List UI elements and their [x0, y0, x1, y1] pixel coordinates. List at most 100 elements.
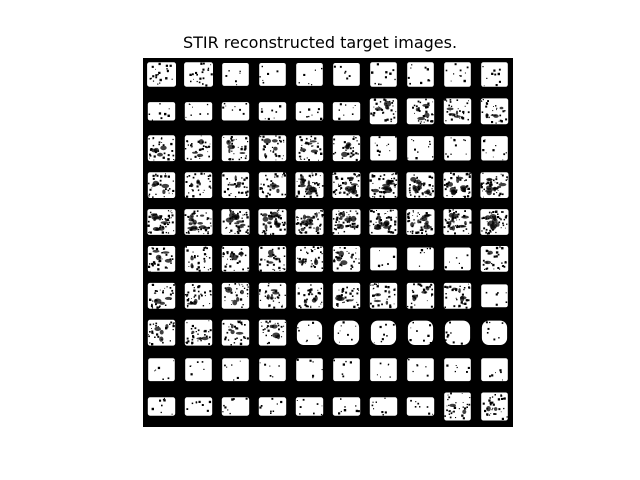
reconstruction-tile: [295, 172, 324, 198]
reconstruction-tile: [258, 172, 287, 198]
reconstruction-tile: [147, 135, 176, 162]
reconstruction-tile: [147, 209, 176, 235]
reconstruction-tile: [370, 320, 397, 345]
reconstruction-tile: [147, 319, 176, 346]
reconstruction-tile: [185, 358, 212, 382]
reconstruction-tile: [333, 63, 360, 86]
reconstruction-tile: [370, 358, 397, 382]
reconstruction-tile: [407, 62, 434, 87]
reconstruction-tile: [295, 282, 324, 309]
reconstruction-tile: [370, 136, 397, 161]
reconstruction-tile: [443, 282, 472, 309]
reconstruction-tile: [332, 172, 361, 199]
reconstruction-tile: [481, 320, 508, 345]
reconstruction-tile: [444, 392, 471, 421]
reconstruction-tile: [443, 98, 472, 125]
reconstruction-tile: [184, 172, 213, 198]
reconstruction-tile: [258, 135, 287, 162]
reconstruction-tile: [147, 62, 176, 87]
reconstruction-tile: [332, 209, 361, 235]
reconstruction-tile: [369, 98, 398, 125]
reconstruction-tile: [148, 358, 175, 382]
reconstruction-tile: [407, 247, 434, 271]
reconstruction-tile: [332, 282, 361, 309]
reconstruction-tile: [296, 358, 323, 382]
reconstruction-tile: [221, 246, 250, 272]
reconstruction-tile: [480, 209, 509, 235]
reconstruction-tile: [147, 397, 176, 416]
reconstruction-tile: [443, 209, 472, 235]
reconstruction-tile: [258, 209, 287, 235]
reconstruction-tile: [480, 246, 509, 272]
reconstruction-tile: [333, 358, 360, 382]
reconstruction-tile: [184, 209, 213, 235]
reconstruction-tile: [481, 392, 508, 421]
reconstruction-tile: [184, 397, 213, 416]
reconstruction-tile: [258, 102, 287, 121]
reconstruction-tile: [406, 172, 435, 198]
reconstruction-tile: [370, 247, 397, 271]
reconstruction-tile: [407, 320, 434, 345]
reconstruction-tile: [258, 282, 287, 309]
reconstruction-tile: [332, 102, 361, 121]
reconstruction-tile: [443, 172, 472, 198]
reconstruction-tile: [295, 397, 324, 416]
reconstruction-tile: [332, 246, 361, 272]
reconstruction-tile: [258, 319, 287, 346]
reconstruction-tile: [369, 397, 398, 416]
reconstruction-tile: [444, 358, 471, 382]
reconstruction-tile: [444, 320, 471, 345]
reconstruction-tile: [481, 358, 508, 382]
reconstruction-tile: [444, 136, 471, 161]
reconstruction-tile: [184, 319, 213, 346]
reconstruction-tile: [444, 62, 471, 87]
reconstruction-tile: [258, 246, 287, 272]
reconstruction-tile: [184, 135, 213, 162]
reconstruction-tile: [296, 320, 323, 345]
reconstruction-tile: [369, 282, 398, 309]
reconstruction-tile: [147, 282, 176, 309]
reconstruction-tile: [295, 102, 324, 121]
reconstruction-tile: [406, 397, 435, 416]
reconstruction-tile: [222, 358, 249, 382]
reconstruction-tile: [258, 397, 287, 416]
reconstruction-tile: [221, 397, 250, 416]
reconstruction-tile: [407, 358, 434, 382]
reconstruction-tile: [444, 247, 471, 271]
reconstruction-tile: [184, 282, 213, 309]
reconstruction-tile: [406, 98, 435, 125]
reconstruction-tile: [406, 282, 435, 309]
reconstruction-tile: [222, 63, 249, 86]
reconstruction-tile: [480, 172, 509, 198]
reconstruction-tile: [481, 136, 508, 161]
reconstruction-tile: [221, 319, 250, 346]
reconstruction-tile: [296, 63, 323, 86]
reconstruction-tile: [147, 172, 176, 198]
reconstruction-tile: [221, 172, 250, 198]
reconstruction-tile: [481, 284, 508, 308]
reconstruction-tile: [221, 102, 250, 121]
reconstruction-tile: [259, 63, 286, 86]
reconstruction-tile: [332, 135, 361, 162]
reconstruction-montage: [143, 58, 513, 427]
reconstruction-tile: [184, 102, 213, 121]
reconstruction-tile: [295, 209, 324, 235]
reconstruction-tile: [332, 397, 361, 416]
reconstruction-tile: [369, 172, 398, 198]
reconstruction-tile: [295, 246, 324, 272]
reconstruction-tile: [369, 209, 398, 235]
reconstruction-tile: [333, 320, 360, 345]
reconstruction-tile: [221, 209, 250, 235]
reconstruction-tile: [481, 62, 508, 87]
reconstruction-tile: [407, 136, 434, 161]
reconstruction-tile: [147, 102, 176, 121]
figure-title: STIR reconstructed target images.: [182, 33, 458, 52]
montage-grid: [147, 62, 509, 421]
reconstruction-tile: [259, 358, 286, 382]
reconstruction-tile: [480, 98, 509, 125]
reconstruction-tile: [406, 209, 435, 235]
reconstruction-tile: [221, 282, 250, 309]
reconstruction-tile: [147, 246, 176, 272]
reconstruction-tile: [370, 62, 397, 87]
reconstruction-tile: [295, 135, 324, 162]
